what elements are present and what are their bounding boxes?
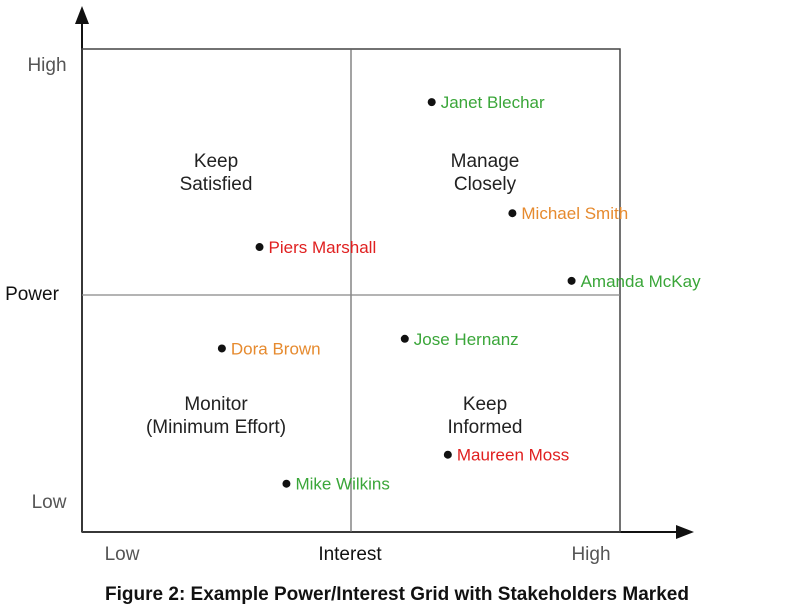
- x-axis-title: Interest: [318, 544, 382, 565]
- quadrant-bottom-right-line1: Keep: [463, 394, 507, 415]
- quadrant-bottom-left-line2: (Minimum Effort): [146, 417, 286, 438]
- quadrant-top-right-line2: Closely: [454, 174, 517, 195]
- stakeholder-label: Piers Marshall: [269, 238, 377, 257]
- quadrant-bottom-right-line2: Informed: [448, 417, 523, 438]
- quadrant-top-right-line1: Manage: [451, 151, 520, 172]
- x-axis-arrowhead: [676, 525, 694, 539]
- stakeholder-label: Mike Wilkins: [295, 475, 389, 494]
- quadrant-top-left-line1: Keep: [194, 151, 238, 172]
- stakeholder-markers: Janet Blechar Michael Smith Piers Marshall…: [217, 93, 701, 494]
- x-low-label: Low: [105, 544, 140, 565]
- stakeholder-label: Janet Blechar: [441, 93, 545, 112]
- stakeholder-label: Jose Hernanz: [414, 330, 519, 349]
- figure-caption: Figure 2: Example Power/Interest Grid wi…: [105, 584, 689, 605]
- stakeholder-point: [217, 344, 226, 353]
- stakeholder-point: [508, 209, 517, 218]
- stakeholder-point: [282, 479, 291, 488]
- stakeholder-point: [255, 243, 264, 252]
- stakeholder-label: Amanda McKay: [581, 272, 701, 291]
- y-high-label: High: [27, 55, 66, 76]
- stakeholder-point: [400, 334, 409, 343]
- x-high-label: High: [571, 544, 610, 565]
- stakeholder-label: Dora Brown: [231, 339, 321, 358]
- stakeholder-point: [567, 276, 576, 285]
- stakeholder-label: Michael Smith: [521, 204, 628, 223]
- stakeholder-label: Maureen Moss: [457, 446, 569, 465]
- quadrant-bottom-left-line1: Monitor: [184, 394, 248, 415]
- stakeholder-point: [427, 98, 436, 107]
- y-axis-title: Power: [5, 284, 60, 305]
- stakeholder-point: [443, 450, 452, 459]
- y-axis-arrowhead: [75, 6, 89, 24]
- y-low-label: Low: [32, 492, 67, 513]
- quadrant-top-left-line2: Satisfied: [180, 174, 253, 195]
